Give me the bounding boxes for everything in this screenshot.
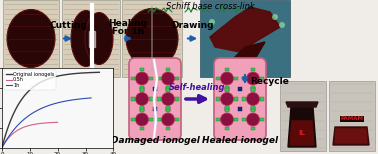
Polygon shape [333,127,369,145]
Circle shape [161,93,175,105]
Legend: Original ionogels, 0.5h, 1h: Original ionogels, 0.5h, 1h [4,70,56,90]
Bar [153,87,157,91]
Bar [280,81,326,151]
Line: 1h: 1h [2,98,91,148]
Bar [251,107,255,111]
1h [53,102,58,104]
Circle shape [220,113,234,126]
Original ionogels [53,76,57,78]
Line: 0.5h: 0.5h [2,122,57,148]
0.5h [0,147,4,149]
Bar [122,0,182,77]
Circle shape [135,93,149,105]
Text: Healing: Healing [108,20,147,28]
1h [53,103,57,105]
Ellipse shape [71,10,101,67]
Polygon shape [290,121,314,145]
0.5h [53,122,58,123]
Original ionogels [66,73,71,75]
Polygon shape [288,107,316,147]
Circle shape [246,113,260,126]
Original ionogels [91,72,96,73]
Text: Recycle: Recycle [250,77,289,87]
Text: Self-healing: Self-healing [169,83,225,92]
Bar [62,0,120,77]
Bar [238,87,242,91]
Polygon shape [89,30,95,47]
Bar [200,0,290,77]
Text: Drawing: Drawing [171,22,213,30]
Polygon shape [286,102,318,107]
Bar [238,107,242,111]
1h [66,100,71,101]
Circle shape [135,113,149,126]
Text: IL: IL [299,130,305,136]
Circle shape [220,72,234,85]
Bar [225,87,229,91]
Circle shape [220,93,234,105]
Text: Cutting: Cutting [49,22,87,30]
Ellipse shape [85,12,113,65]
Original ionogels [53,76,58,78]
Circle shape [279,22,285,28]
Original ionogels [60,74,65,76]
Bar [140,87,144,91]
Bar [3,0,59,77]
Bar [329,81,375,151]
FancyBboxPatch shape [129,58,181,140]
Ellipse shape [126,8,178,69]
Original ionogels [0,147,4,149]
Bar [166,87,170,91]
Circle shape [161,113,175,126]
1h [0,147,4,149]
Polygon shape [335,129,367,143]
Text: Healed ionogel: Healed ionogel [202,136,278,145]
0.5h [53,122,57,123]
Ellipse shape [7,10,55,67]
FancyBboxPatch shape [214,58,266,140]
Text: For 1h: For 1h [112,28,144,36]
Circle shape [246,93,260,105]
Circle shape [161,72,175,85]
Bar [166,107,170,111]
Polygon shape [230,42,265,62]
Bar [140,107,144,111]
Circle shape [272,14,278,20]
Circle shape [246,72,260,85]
Circle shape [209,19,215,25]
Text: PAMAM: PAMAM [341,116,364,122]
Line: Original ionogels: Original ionogels [2,72,99,148]
Bar [251,87,255,91]
Circle shape [135,72,149,85]
Bar [153,107,157,111]
Text: Schiff base cross-link: Schiff base cross-link [166,2,254,11]
Bar [225,107,229,111]
Polygon shape [210,7,280,52]
Text: Damaged ionogel: Damaged ionogel [110,136,200,145]
1h [60,101,65,103]
